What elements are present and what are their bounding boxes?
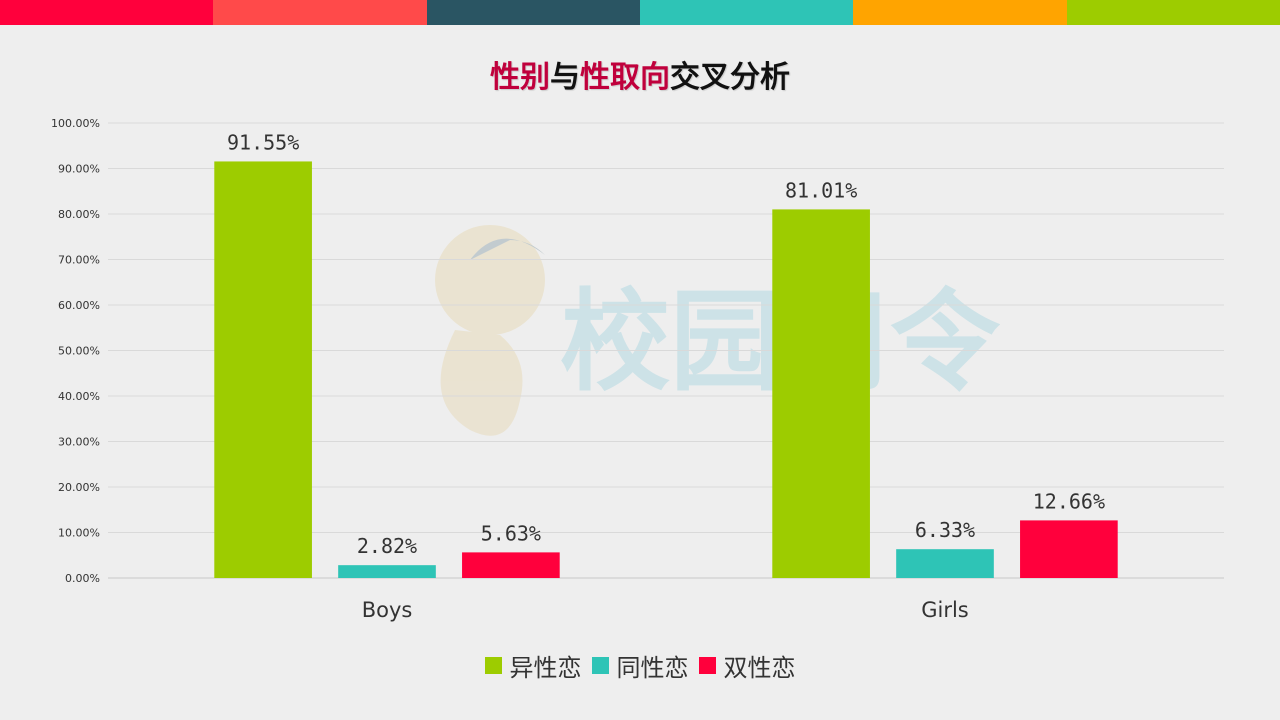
- legend-label-hetero: 异性恋: [509, 654, 582, 682]
- y-tick-label: 100.00%: [51, 117, 100, 130]
- legend-swatch-hetero: [484, 657, 502, 674]
- title-part-gender: 性别: [490, 60, 550, 95]
- data-label: 91.55%: [227, 130, 299, 154]
- data-label: 6.33%: [915, 518, 975, 542]
- y-tick-label: 40.00%: [58, 390, 100, 403]
- y-tick-label: 70.00%: [58, 254, 100, 267]
- legend-swatch-bi: [698, 657, 716, 674]
- y-tick-label: 60.00%: [58, 299, 100, 312]
- bar: [896, 549, 994, 578]
- title-part-and: 与: [550, 60, 580, 95]
- top-bar-segment-6: [1066, 0, 1280, 25]
- labels-layer: 0.00% 10.00% 20.00% 30.00% 40.00% 50.00% 60.00…: [51, 117, 1105, 622]
- y-tick-label: 90.00%: [58, 163, 100, 176]
- legend-label-homo: 同性恋: [616, 654, 689, 682]
- top-bar-segment-5: [853, 0, 1067, 25]
- top-bar-segment-3: [426, 0, 640, 25]
- chart-title: 性别与性取向交叉分析: [0, 52, 1280, 96]
- y-tick-label: 0.00%: [65, 572, 100, 585]
- x-category-label: Boys: [362, 598, 413, 622]
- bar: [1020, 520, 1118, 578]
- y-tick-label: 10.00%: [58, 527, 100, 540]
- legend-item-hetero[interactable]: 异性恋: [484, 648, 582, 683]
- data-label: 2.82%: [357, 534, 417, 558]
- y-tick-label: 80.00%: [58, 208, 100, 221]
- y-tick-label: 50.00%: [58, 345, 100, 358]
- data-label: 5.63%: [481, 521, 541, 545]
- bar: [338, 565, 436, 578]
- y-tick-label: 20.00%: [58, 481, 100, 494]
- bars-layer: [214, 161, 1118, 579]
- legend-label-bi: 双性恋: [723, 654, 796, 682]
- top-bar-segment-1: [0, 0, 214, 25]
- legend-swatch-homo: [591, 657, 609, 674]
- bar: [772, 209, 870, 579]
- title-part-orientation: 性取向: [580, 60, 670, 95]
- top-bar-segment-4: [639, 0, 854, 25]
- x-category-label: Girls: [921, 598, 969, 622]
- chart-legend: 异性恋 同性恋 双性恋: [0, 648, 1280, 683]
- legend-item-bi[interactable]: 双性恋: [698, 648, 796, 683]
- title-part-analysis: 交叉分析: [670, 60, 790, 95]
- y-tick-label: 30.00%: [58, 436, 100, 449]
- data-label: 81.01%: [785, 178, 857, 202]
- top-bar-segment-2: [213, 0, 427, 25]
- data-label: 12.66%: [1033, 489, 1105, 513]
- bar: [214, 161, 312, 578]
- bar: [462, 552, 560, 578]
- top-color-bar: [0, 0, 1280, 25]
- legend-item-homo[interactable]: 同性恋: [591, 648, 689, 683]
